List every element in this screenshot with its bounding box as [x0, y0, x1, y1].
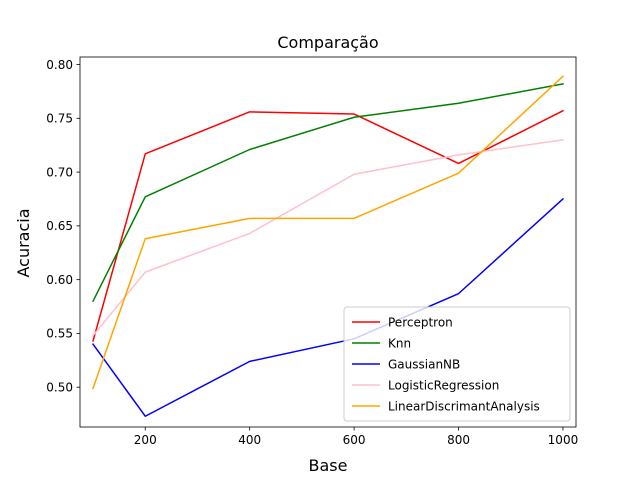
- legend-label: GaussianNB: [388, 357, 460, 371]
- y-tick-label: 0.60: [46, 273, 73, 287]
- y-tick-label: 0.55: [46, 327, 73, 341]
- y-axis-title: Acuracia: [14, 208, 33, 277]
- x-tick-label: 200: [134, 433, 157, 447]
- axes-frame: [79, 56, 577, 428]
- legend: Perceptron Knn GaussianNB LogisticRegressio…: [343, 306, 571, 422]
- chart-title: Comparação: [277, 33, 378, 52]
- legend-label: Knn: [388, 336, 411, 350]
- y-tick-label: 0.50: [46, 381, 73, 395]
- legend-box: [343, 306, 571, 422]
- series-line-perceptron: [92, 109, 564, 342]
- y-tick-label: 0.80: [46, 58, 73, 72]
- axes: 200 400 600 800 1000 0.50 0.55 0.60 0.65 0.70 0.75…: [46, 56, 579, 447]
- x-tick-label: 800: [447, 433, 470, 447]
- x-tick-label: 1000: [548, 433, 579, 447]
- series-line-logisticregression: [91, 138, 564, 337]
- y-tick-label: 0.70: [46, 165, 73, 179]
- legend-label: LogisticRegression: [388, 378, 499, 392]
- y-tick-label: 0.65: [46, 219, 73, 233]
- series-line-lineardiscrimantanalysis: [92, 75, 565, 390]
- plot-area: [91, 75, 565, 417]
- x-tick-label: 600: [343, 433, 366, 447]
- series-line-gaussiannb: [92, 197, 565, 417]
- x-tick-label: 400: [238, 433, 261, 447]
- y-tick-label: 0.75: [46, 112, 73, 126]
- x-axis-title: Base: [309, 456, 348, 475]
- series-line-knn: [92, 83, 564, 303]
- legend-label: Perceptron: [388, 315, 453, 329]
- legend-label: LinearDiscrimantAnalysis: [388, 399, 540, 413]
